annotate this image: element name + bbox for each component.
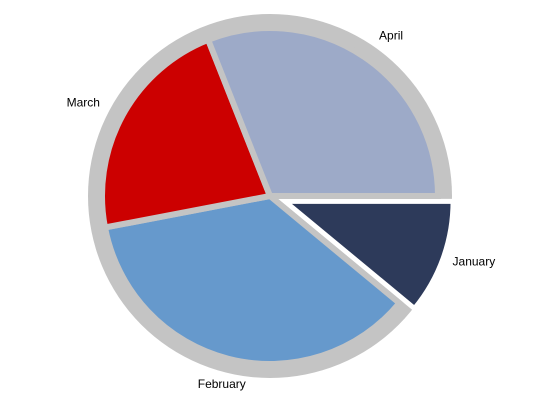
pie-slice-april	[204, 25, 442, 199]
pie-label-april: April	[379, 29, 403, 43]
pie-slices	[99, 25, 456, 367]
pie-label-february: February	[198, 377, 246, 391]
pie-label-january: January	[453, 255, 496, 269]
pie-slice-march	[99, 35, 275, 231]
pie-slice-february	[101, 192, 404, 367]
pie-slice-january	[278, 198, 456, 313]
pie-label-march: March	[67, 96, 100, 110]
pie-labels: January February March April	[67, 29, 496, 391]
